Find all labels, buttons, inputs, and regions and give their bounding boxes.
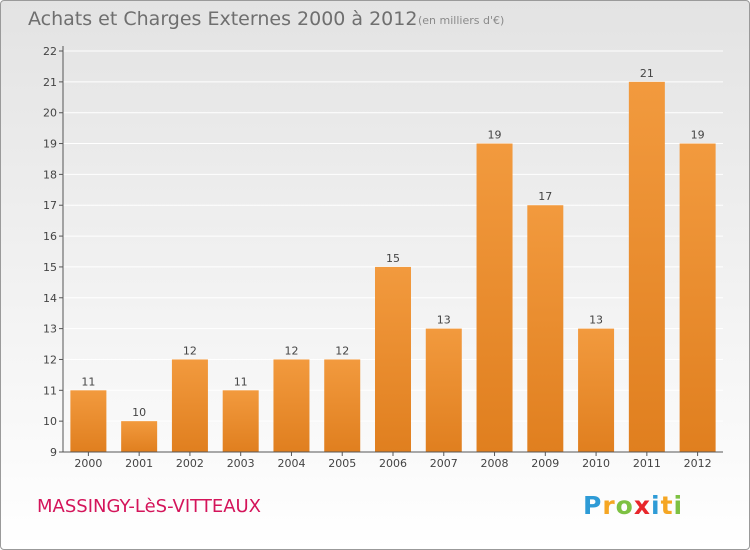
bar-2008 <box>476 143 513 453</box>
x-tick-label: 2003 <box>227 457 255 470</box>
bar-2009 <box>527 205 564 452</box>
bar-2004 <box>273 359 310 452</box>
y-tick-label: 18 <box>43 168 57 181</box>
logo-letter: i <box>651 491 661 520</box>
axes: 9 10 11 12 13 14 15 16 17 18 19 20 21 22 2000 2001 2002 2… <box>43 45 723 470</box>
logo-letter: x <box>633 491 651 520</box>
data-label: 13 <box>437 314 451 327</box>
data-label: 10 <box>132 406 146 419</box>
chart-unit: (en milliers d'€) <box>418 14 505 27</box>
logo-letter: P <box>583 491 603 520</box>
bars: 11 10 12 11 12 12 15 13 19 17 13 21 19 <box>70 67 716 453</box>
x-tick-label: 2008 <box>481 457 509 470</box>
data-label: 12 <box>335 344 349 357</box>
y-tick-label: 13 <box>43 323 57 336</box>
y-tick-label: 10 <box>43 415 57 428</box>
data-label: 19 <box>488 129 502 142</box>
bar-2011 <box>628 81 665 452</box>
x-tick-label: 2011 <box>633 457 661 470</box>
x-tick-label: 2004 <box>277 457 305 470</box>
bar-2000 <box>70 390 107 452</box>
logo-letter: o <box>615 491 634 520</box>
commune-name: MASSINGY-LèS-VITTEAUX <box>37 496 262 517</box>
data-label: 21 <box>640 67 654 80</box>
bar-2006 <box>375 266 411 452</box>
y-tick-label: 21 <box>43 76 57 89</box>
data-label: 12 <box>284 344 298 357</box>
logo-letter: t <box>660 491 674 520</box>
bar-2005 <box>324 359 361 452</box>
x-tick-label: 2006 <box>379 457 407 470</box>
y-tick-label: 20 <box>43 107 57 120</box>
y-tick-label: 19 <box>43 138 57 151</box>
y-tick-label: 9 <box>50 446 57 459</box>
y-tick-label: 17 <box>43 199 57 212</box>
x-tick-label: 2010 <box>582 457 610 470</box>
logo-letter: i <box>673 491 684 520</box>
x-tick-label: 2002 <box>176 457 204 470</box>
x-tick-label: 2005 <box>328 457 356 470</box>
x-tick-label: 2001 <box>125 457 153 470</box>
bar-2010 <box>578 328 615 452</box>
logo-letter: r <box>602 491 616 520</box>
x-tick-label: 2007 <box>430 457 458 470</box>
data-label: 19 <box>691 129 705 142</box>
x-tick-label: 2012 <box>684 457 712 470</box>
data-label: 11 <box>81 375 95 388</box>
bar-2003 <box>222 390 259 452</box>
x-tick-label: 2000 <box>74 457 102 470</box>
chart-title: Achats et Charges Externes 2000 à 2012 <box>28 8 418 30</box>
bar-2012 <box>679 143 716 453</box>
y-tick-label: 12 <box>43 353 57 366</box>
bar-2001 <box>121 421 158 452</box>
data-label: 11 <box>234 375 248 388</box>
data-label: 12 <box>183 344 197 357</box>
data-label: 17 <box>538 190 552 203</box>
proxiti-logo[interactable]: Proxiti <box>583 491 683 520</box>
data-label: 15 <box>386 252 400 265</box>
y-tick-label: 15 <box>43 261 57 274</box>
y-tick-label: 22 <box>43 45 57 58</box>
y-tick-label: 16 <box>43 230 57 243</box>
y-tick-label: 11 <box>43 384 57 397</box>
bar-2007 <box>425 328 462 452</box>
x-tick-label: 2009 <box>531 457 559 470</box>
y-tick-label: 14 <box>43 292 57 305</box>
data-label: 13 <box>589 314 603 327</box>
bar-2002 <box>171 359 208 452</box>
